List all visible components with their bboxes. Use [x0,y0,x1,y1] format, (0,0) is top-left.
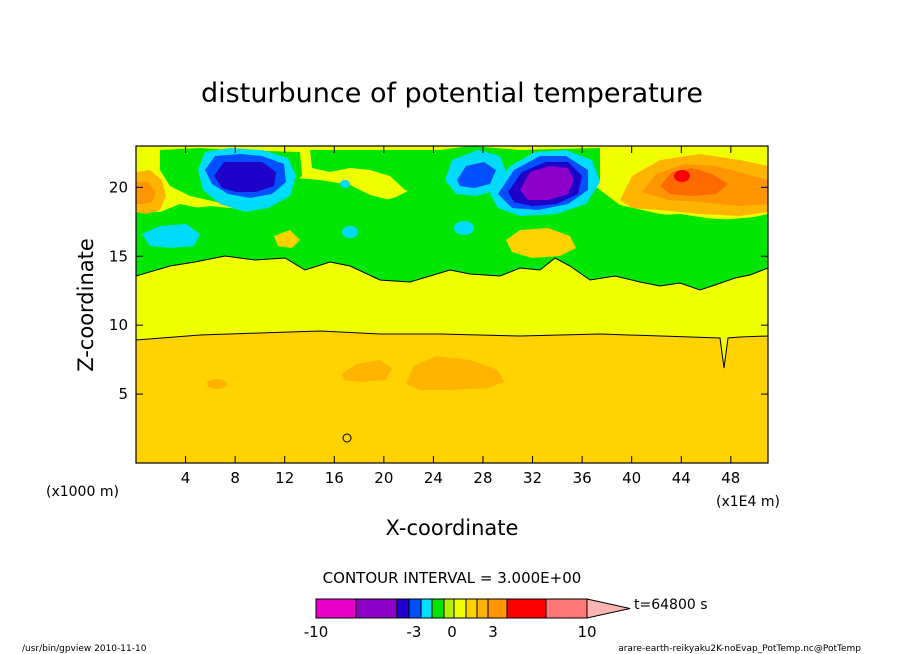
orange-patch-mid [506,228,576,258]
orange-dot-low [207,379,227,389]
x-tick-label: 12 [275,469,294,487]
y-tick-label: 15 [109,247,128,265]
y-tick-label: 20 [109,178,128,196]
footer-left: /usr/bin/gpview 2010-11-10 [22,644,147,654]
orange-patch-a [274,230,300,248]
colorbar-label: 3 [488,623,498,641]
colorbar-swatch [443,598,455,619]
colorbar-swatch [506,598,547,619]
x-tick-label: 8 [230,469,240,487]
colorbar-swatch [476,598,489,619]
colorbar-swatch [487,598,508,619]
colorbar-swatch [545,598,588,619]
green-strip-mid [160,196,768,240]
blue-dot-b [454,221,474,235]
x-unit-right: (x1E4 m) [716,494,780,510]
colorbar-label: -3 [407,623,422,641]
contour-line-9-5 [136,330,768,369]
y-tick-label: 5 [118,385,128,403]
colorbar-arrow [586,598,631,619]
x-tick-label: 48 [721,469,740,487]
colorbar-swatch [396,598,410,619]
colorbar-swatch [431,598,445,619]
x-tick-label: 40 [622,469,641,487]
y-axis: 5 10 15 20 [109,178,768,403]
blue-dark-mid [457,162,496,188]
x-tick-label: 36 [573,469,592,487]
contour-interval-text: CONTOUR INTERVAL = 3.000E+00 [323,569,582,587]
blue-navy-left [214,162,276,192]
x-tick-label: 28 [473,469,492,487]
y-axis-label: Z-coordinate [74,238,98,372]
blue-dot-a [342,226,358,238]
orange-bar-low [406,356,504,390]
colorbar-label: -10 [304,623,329,641]
x-tick-label: 16 [325,469,344,487]
contour-line-13-5 [136,255,768,291]
colorbar-swatch [420,598,433,619]
contour-field [136,146,768,463]
colorbar-labels: -10 -3 0 3 10 [304,623,597,641]
orange-bar-low-left [342,360,392,382]
x-tick-label: 24 [424,469,443,487]
colorbar-swatch [453,598,467,619]
colorbar-swatch [408,598,422,619]
x-unit-left: (x1000 m) [46,484,119,500]
red-core-right [674,170,690,182]
x-tick-label: 32 [523,469,542,487]
colorbar [315,598,631,619]
colorbar-swatch [465,598,478,619]
x-axis-label: X-coordinate [386,516,519,540]
chart-title: disturbunce of potential temperature [201,78,703,109]
footer-right: arare-earth-reikyaku2K-noEvap_PotTemp.nc… [618,644,861,654]
colorbar-label: 10 [577,623,596,641]
x-tick-label: 20 [374,469,393,487]
purple-core [520,166,574,200]
colorbar-swatch [315,598,357,619]
time-text: t=64800 s [634,597,708,613]
x-tick-label: 4 [181,469,191,487]
small-circle-low [342,433,352,443]
colorbar-label: 0 [447,623,457,641]
blue-dot-c [340,180,350,188]
x-axis: 4 8 12 16 20 24 28 32 36 40 44 48 [181,146,740,487]
blue-patch-left [142,224,200,248]
x-tick-label: 44 [672,469,691,487]
y-tick-label: 10 [109,316,128,334]
colorbar-swatch [355,598,398,619]
plot-frame [135,145,769,464]
